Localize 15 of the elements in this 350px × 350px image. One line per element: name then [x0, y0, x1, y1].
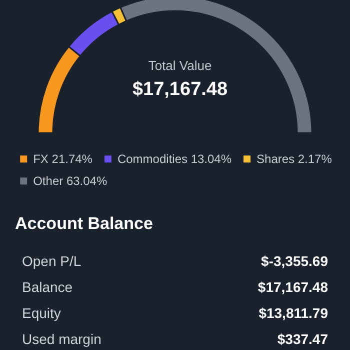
text: Used margin: [22, 331, 102, 347]
legend-label: Other 63.04%: [33, 174, 108, 188]
text: $17,167.48: [132, 79, 228, 100]
text: Balance: [22, 279, 73, 295]
legend-label: FX 21.74%: [33, 152, 93, 166]
text: Equity: [22, 305, 61, 321]
text: Open P/L: [22, 253, 82, 269]
text: $-3,355.69: [261, 253, 328, 269]
text: Account Balance: [15, 214, 154, 234]
text: $337.47: [277, 331, 328, 347]
legend-label: Commodities 13.04%: [117, 152, 232, 166]
text: $13,811.79: [258, 305, 328, 321]
text: Total Value: [148, 58, 212, 73]
legend-label: Shares 2.17%: [256, 152, 332, 166]
text: $17,167.48: [258, 279, 328, 295]
